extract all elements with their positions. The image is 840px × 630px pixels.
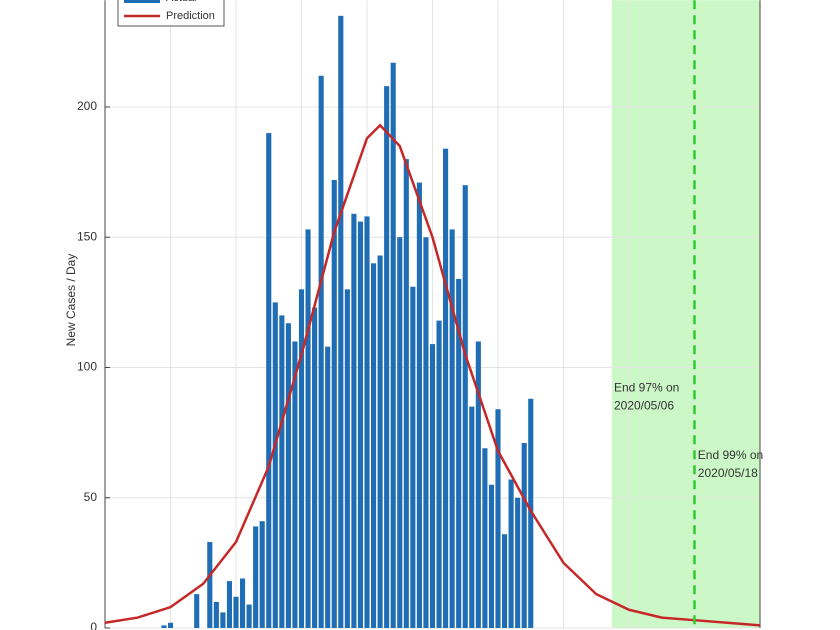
bar: [279, 315, 285, 628]
y-tick-label: 100: [77, 360, 97, 374]
annotation-text: End 99% on: [698, 448, 763, 462]
bar: [312, 307, 318, 628]
bar: [429, 344, 436, 628]
bar: [528, 398, 534, 628]
legend-label: Actual: [166, 0, 197, 4]
annotation-text: 2020/05/18: [698, 466, 758, 480]
y-tick-label: 200: [77, 99, 97, 113]
bar: [390, 62, 396, 629]
bar: [482, 448, 488, 628]
bar: [351, 213, 357, 629]
bar: [167, 622, 174, 628]
bar: [488, 484, 495, 628]
bar: [344, 289, 350, 628]
legend: Actual Prediction: [117, 0, 225, 27]
bar: [253, 526, 259, 628]
legend-box: [117, 0, 225, 27]
bar: [338, 15, 344, 628]
bar: [456, 278, 462, 628]
bar: [357, 221, 364, 628]
bar: [298, 289, 305, 628]
bar: [226, 581, 233, 628]
bar: [318, 75, 324, 629]
bar: [194, 594, 200, 628]
bar: [436, 320, 442, 628]
bar: [410, 286, 416, 628]
bar: [213, 601, 219, 628]
y-tick-label: 0: [90, 620, 97, 630]
legend-swatch: [124, 0, 160, 3]
bar: [384, 86, 390, 629]
annotation-text: 2020/05/06: [614, 399, 674, 413]
y-tick-label: 50: [84, 490, 98, 504]
bar: [449, 229, 455, 628]
bar: [246, 604, 252, 628]
bar: [331, 179, 337, 628]
legend-label: Prediction: [166, 10, 215, 22]
prediction-line: [104, 123, 761, 627]
bar: [397, 237, 403, 628]
annotation: End 97% on 2020/05/06: [614, 381, 679, 413]
bar: [462, 185, 468, 628]
bar: [508, 479, 514, 628]
bar: [364, 216, 370, 629]
bar: [377, 255, 383, 628]
bar: [515, 497, 521, 628]
bar: [521, 443, 527, 628]
y-tick-label: 150: [77, 229, 97, 243]
bar: [443, 148, 449, 628]
bar: [285, 323, 291, 628]
bar: [272, 302, 278, 628]
bar: [207, 542, 213, 628]
bar: [403, 159, 409, 628]
bar: [292, 341, 298, 628]
bar: [469, 406, 475, 628]
bar: [239, 578, 246, 628]
bar: [475, 341, 481, 628]
bar: [325, 346, 331, 628]
bar: [501, 534, 508, 628]
bar: [416, 182, 422, 628]
bar: [370, 263, 377, 628]
annotation: End 99% on 2020/05/18: [698, 448, 763, 480]
bar: [305, 229, 311, 628]
bar: [423, 237, 429, 628]
bar: [266, 133, 272, 628]
annotation-text: End 97% on: [614, 381, 679, 395]
bar: [495, 409, 501, 628]
bar: [259, 521, 265, 628]
shaded-region: [611, 0, 760, 628]
bar: [220, 612, 226, 628]
bar: [161, 625, 167, 628]
bar: [233, 596, 239, 628]
y-axis-label: New Cases / Day: [64, 254, 78, 347]
